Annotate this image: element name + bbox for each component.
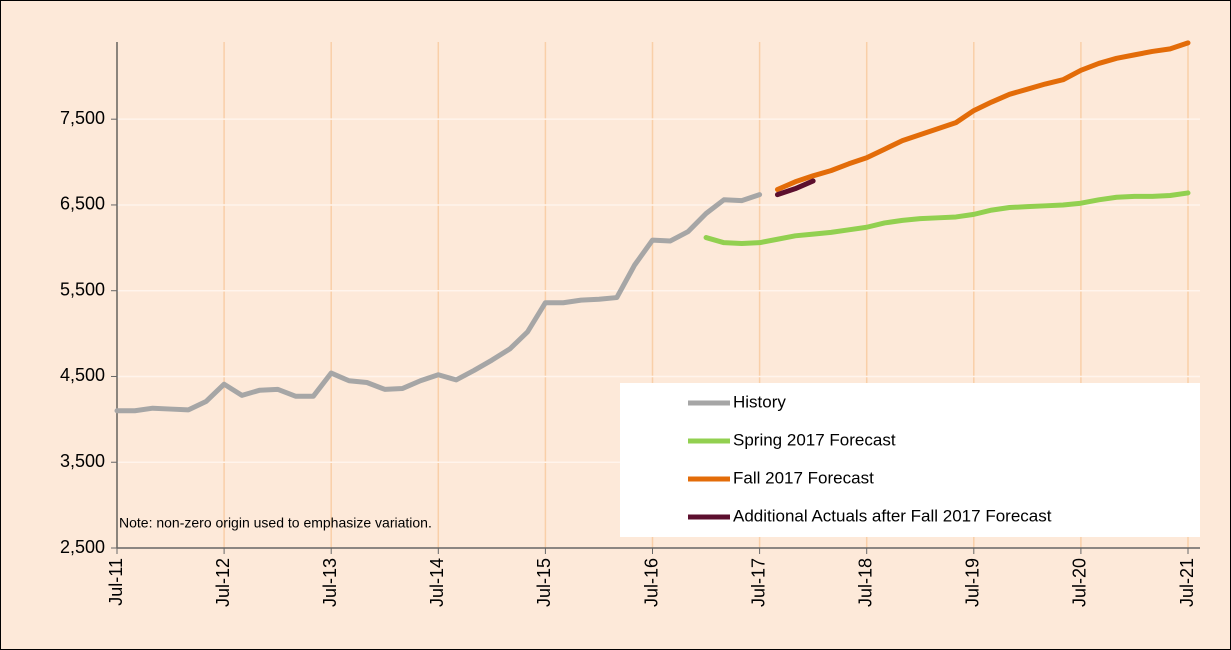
- x-tick-label: Jul-18: [855, 558, 875, 607]
- y-tick-label: 6,500: [60, 194, 105, 214]
- x-tick-label: Jul-16: [641, 558, 661, 607]
- x-tick-label: Jul-11: [106, 558, 126, 606]
- x-tick-label: Jul-19: [963, 558, 983, 607]
- x-tick-label: Jul-21: [1177, 558, 1197, 607]
- y-tick-label: 7,500: [60, 108, 105, 128]
- y-tick-label: 4,500: [60, 365, 105, 385]
- legend-label: History: [733, 392, 786, 411]
- x-tick-label: Jul-20: [1070, 558, 1090, 607]
- x-tick-label: Jul-17: [748, 558, 768, 607]
- x-tick-label: Jul-14: [427, 558, 447, 607]
- y-tick-label: 3,500: [60, 451, 105, 471]
- y-tick-label: 2,500: [60, 537, 105, 557]
- series-line: [774, 178, 816, 198]
- x-tick-label: Jul-12: [213, 558, 233, 607]
- legend-label: Fall 2017 Forecast: [733, 468, 874, 487]
- series-line: [114, 192, 763, 414]
- series-line: [703, 190, 1191, 247]
- legend-label: Spring 2017 Forecast: [733, 430, 896, 449]
- series-line: [774, 40, 1191, 193]
- x-tick-label: Jul-15: [534, 558, 554, 607]
- legend-box: [620, 383, 1200, 537]
- x-tick-label: Jul-13: [320, 558, 340, 607]
- y-tick-label: 5,500: [60, 279, 105, 299]
- legend-label: Additional Actuals after Fall 2017 Forec…: [733, 506, 1052, 525]
- note: Note: non-zero origin used to emphasize …: [119, 515, 432, 531]
